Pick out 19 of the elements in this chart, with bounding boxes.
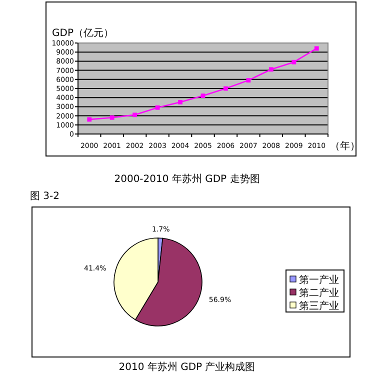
point	[268, 67, 274, 72]
point	[246, 78, 251, 83]
text: 2010 年苏州 GDP 产业构成图	[118, 361, 256, 373]
legend-label: 第二产业	[299, 287, 339, 299]
legend-label: 第三产业	[299, 300, 339, 312]
point	[292, 60, 296, 64]
legend-label: 第一产业	[299, 274, 339, 286]
x-axis-title: （年）	[330, 140, 360, 152]
point	[110, 115, 114, 120]
point	[314, 46, 319, 51]
caption: 图 3-2	[30, 191, 60, 202]
point	[132, 112, 138, 118]
point	[87, 117, 92, 122]
y-axis-title: GDP（亿元）	[52, 28, 114, 39]
text: 2000-2010 年苏州 GDP 走势图	[114, 173, 260, 185]
point	[178, 100, 182, 104]
point	[224, 86, 228, 91]
point	[200, 94, 206, 98]
point	[155, 105, 160, 110]
